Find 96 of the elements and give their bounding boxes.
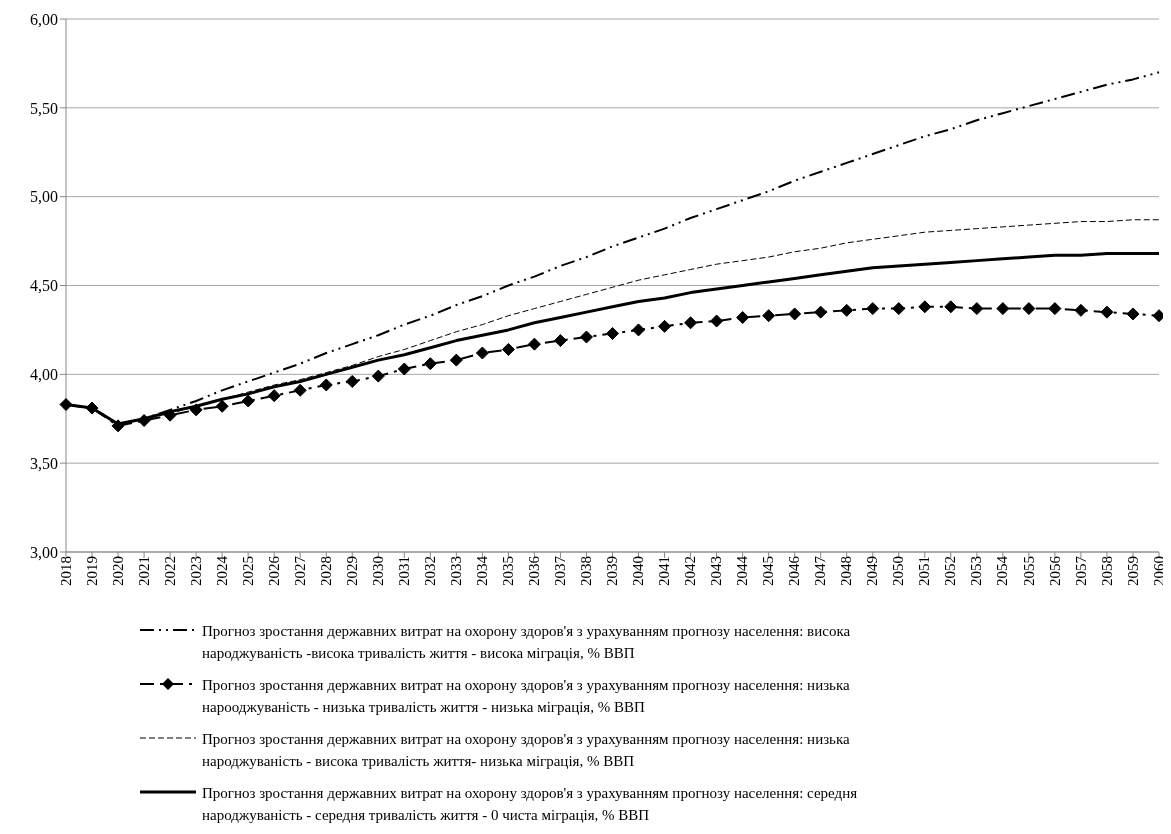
point [137,414,151,428]
x-tick-label: 2051 [916,556,933,586]
x-tick-label: 2037 [552,555,569,586]
point [710,314,724,328]
x-tick-label: 2029 [343,556,360,586]
point [996,302,1010,316]
point [918,300,932,314]
x-tick-label: 2034 [474,555,491,586]
point [423,357,437,371]
x-tick-label: 2039 [604,556,621,586]
point [527,337,541,351]
point [632,323,646,337]
x-tick-label: 2031 [395,556,412,586]
point [814,305,828,319]
point [840,303,854,317]
x-tick-label: 2033 [448,556,465,586]
x-tick-label: 2057 [1072,555,1089,586]
point [1126,307,1140,321]
point [866,302,880,316]
x-tick-label: 2019 [83,556,100,586]
point [85,401,99,415]
y-tick-label: 3,00 [30,543,58,561]
point [762,309,776,323]
point [892,302,906,316]
point [319,378,333,392]
x-tick-label: 2041 [656,556,673,586]
y-tick-label: 5,50 [30,99,58,117]
x-tick-label: 2042 [682,556,699,586]
x-tick-label: 2028 [317,556,334,586]
legend-label: Прогноз зростання державних витрат на охорону здоров'я з урахуванням прогнозу населення: висока народжуваність -висока тривалість життя - висока міграція, % ВВП [202,622,852,663]
point [345,374,359,388]
x-tick-label: 2027 [291,555,308,586]
point [1100,305,1114,319]
point [293,383,307,397]
x-tick-label: 2052 [942,556,959,586]
point [501,342,515,356]
x-tick-label: 2059 [1124,556,1141,586]
point [449,353,463,367]
legend-label: Прогноз зростання державних витрат на охорону здоров'я з урахуванням прогнозу населення: низька народжуваність - висока тривалість життя- низька міграція, % ВВП [202,730,851,771]
x-tick-label: 2023 [187,556,204,586]
point [397,362,411,376]
x-tick-label: 2060 [1150,556,1167,586]
x-tick-label: 2018 [57,556,74,586]
x-tick-label: 2025 [239,556,256,586]
x-tick-label: 2043 [708,556,725,586]
point [111,419,125,433]
x-tick-label: 2054 [994,555,1011,586]
point [684,316,698,330]
point [215,399,229,413]
point [736,310,750,324]
point [606,326,619,340]
x-tick-label: 2026 [265,555,282,586]
point [658,319,672,333]
x-tick-label: 2022 [161,556,178,586]
point [788,307,802,321]
x-tick-label: 2053 [968,556,985,586]
point [970,302,984,316]
x-tick-label: 2046 [786,555,803,586]
x-tick-label: 2038 [578,556,595,586]
x-tick-label: 2050 [890,556,907,586]
point [371,369,385,383]
x-tick-label: 2058 [1098,556,1115,586]
y-tick-label: 4,00 [30,366,58,384]
x-tick-label: 2036 [526,555,543,586]
x-tick-label: 2040 [630,556,647,586]
point [163,408,177,422]
y-tick-label: 5,00 [30,188,58,206]
point [553,334,567,348]
x-tick-label: 2056 [1046,555,1063,586]
point [944,300,958,314]
point [579,330,593,344]
point [1022,302,1036,316]
point [59,398,73,412]
y-tick-label: 4,50 [30,277,58,295]
point [475,346,489,360]
x-tick-label: 2049 [864,556,881,586]
x-tick-label: 2020 [109,556,126,586]
x-tick-label: 2032 [421,556,438,586]
x-tick-label: 2047 [812,555,829,586]
x-tick-label: 2045 [760,556,777,586]
y-tick-label: 6,00 [30,10,58,28]
point [1074,303,1088,317]
x-tick-label: 2035 [500,556,517,586]
x-tick-label: 2055 [1020,556,1037,586]
y-tick-label: 3,50 [30,454,58,472]
x-tick-label: 2048 [838,556,855,586]
point [241,394,255,408]
point [189,403,203,417]
legend-label: Прогноз зростання державних витрат на охорону здоров'я з урахуванням прогнозу населення: середня народжуваність - середня тривалість життя - 0 чиста міграція, % ВВП [202,784,859,825]
x-tick-label: 2021 [135,556,152,586]
point [267,389,281,403]
x-tick-label: 2044 [734,555,751,586]
x-tick-label: 2024 [213,555,230,586]
legend-label: Прогноз зростання державних витрат на охорону здоров'я з урахуванням прогнозу населення: низька нарооджуваність - низька тривалість життя - низька міграція, % ВВП [202,676,851,717]
x-tick-label: 2030 [369,556,386,586]
point [1048,302,1062,316]
